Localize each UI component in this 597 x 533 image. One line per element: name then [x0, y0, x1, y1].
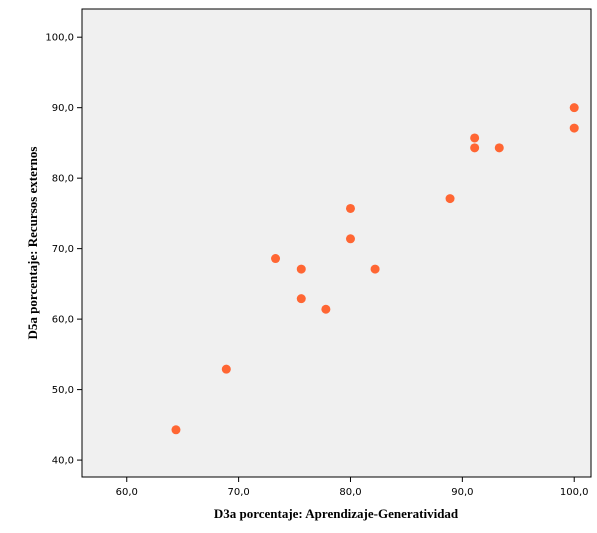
data-points — [171, 103, 579, 435]
data-point — [296, 294, 306, 304]
y-tick-label: 40,0 — [52, 456, 74, 467]
x-tick-label: 80,0 — [339, 487, 361, 498]
x-tick-label: 60,0 — [116, 487, 138, 498]
data-point — [494, 143, 504, 153]
data-point — [345, 234, 355, 244]
data-point — [370, 264, 380, 274]
data-point — [296, 264, 306, 274]
y-axis-title: D5a porcentaje: Recursos externos — [25, 147, 40, 340]
y-tick-label: 100,0 — [45, 33, 74, 44]
data-point — [569, 103, 579, 113]
data-point — [470, 133, 480, 143]
data-point — [569, 123, 579, 133]
y-tick-label: 60,0 — [52, 315, 74, 326]
data-point — [321, 304, 331, 314]
y-tick-label: 80,0 — [52, 174, 74, 185]
data-point — [171, 425, 181, 435]
data-point — [445, 194, 455, 204]
x-axis-title: D3a porcentaje: Aprendizaje-Generativida… — [214, 506, 459, 521]
x-tick-label: 70,0 — [227, 487, 249, 498]
y-axis: 40,0 50,0 60,0 70,0 80,0 90,0 100,0 — [45, 33, 82, 467]
x-tick-label: 100,0 — [560, 487, 589, 498]
data-point — [470, 143, 480, 153]
data-point — [271, 254, 281, 264]
x-axis: 60,0 70,0 80,0 90,0 100,0 — [116, 477, 589, 498]
x-tick-label: 90,0 — [451, 487, 473, 498]
y-tick-label: 70,0 — [52, 244, 74, 255]
data-point — [345, 203, 355, 213]
plot-area — [81, 8, 592, 478]
y-tick-label: 90,0 — [52, 103, 74, 114]
y-tick-label: 50,0 — [52, 385, 74, 396]
data-point — [221, 364, 231, 374]
